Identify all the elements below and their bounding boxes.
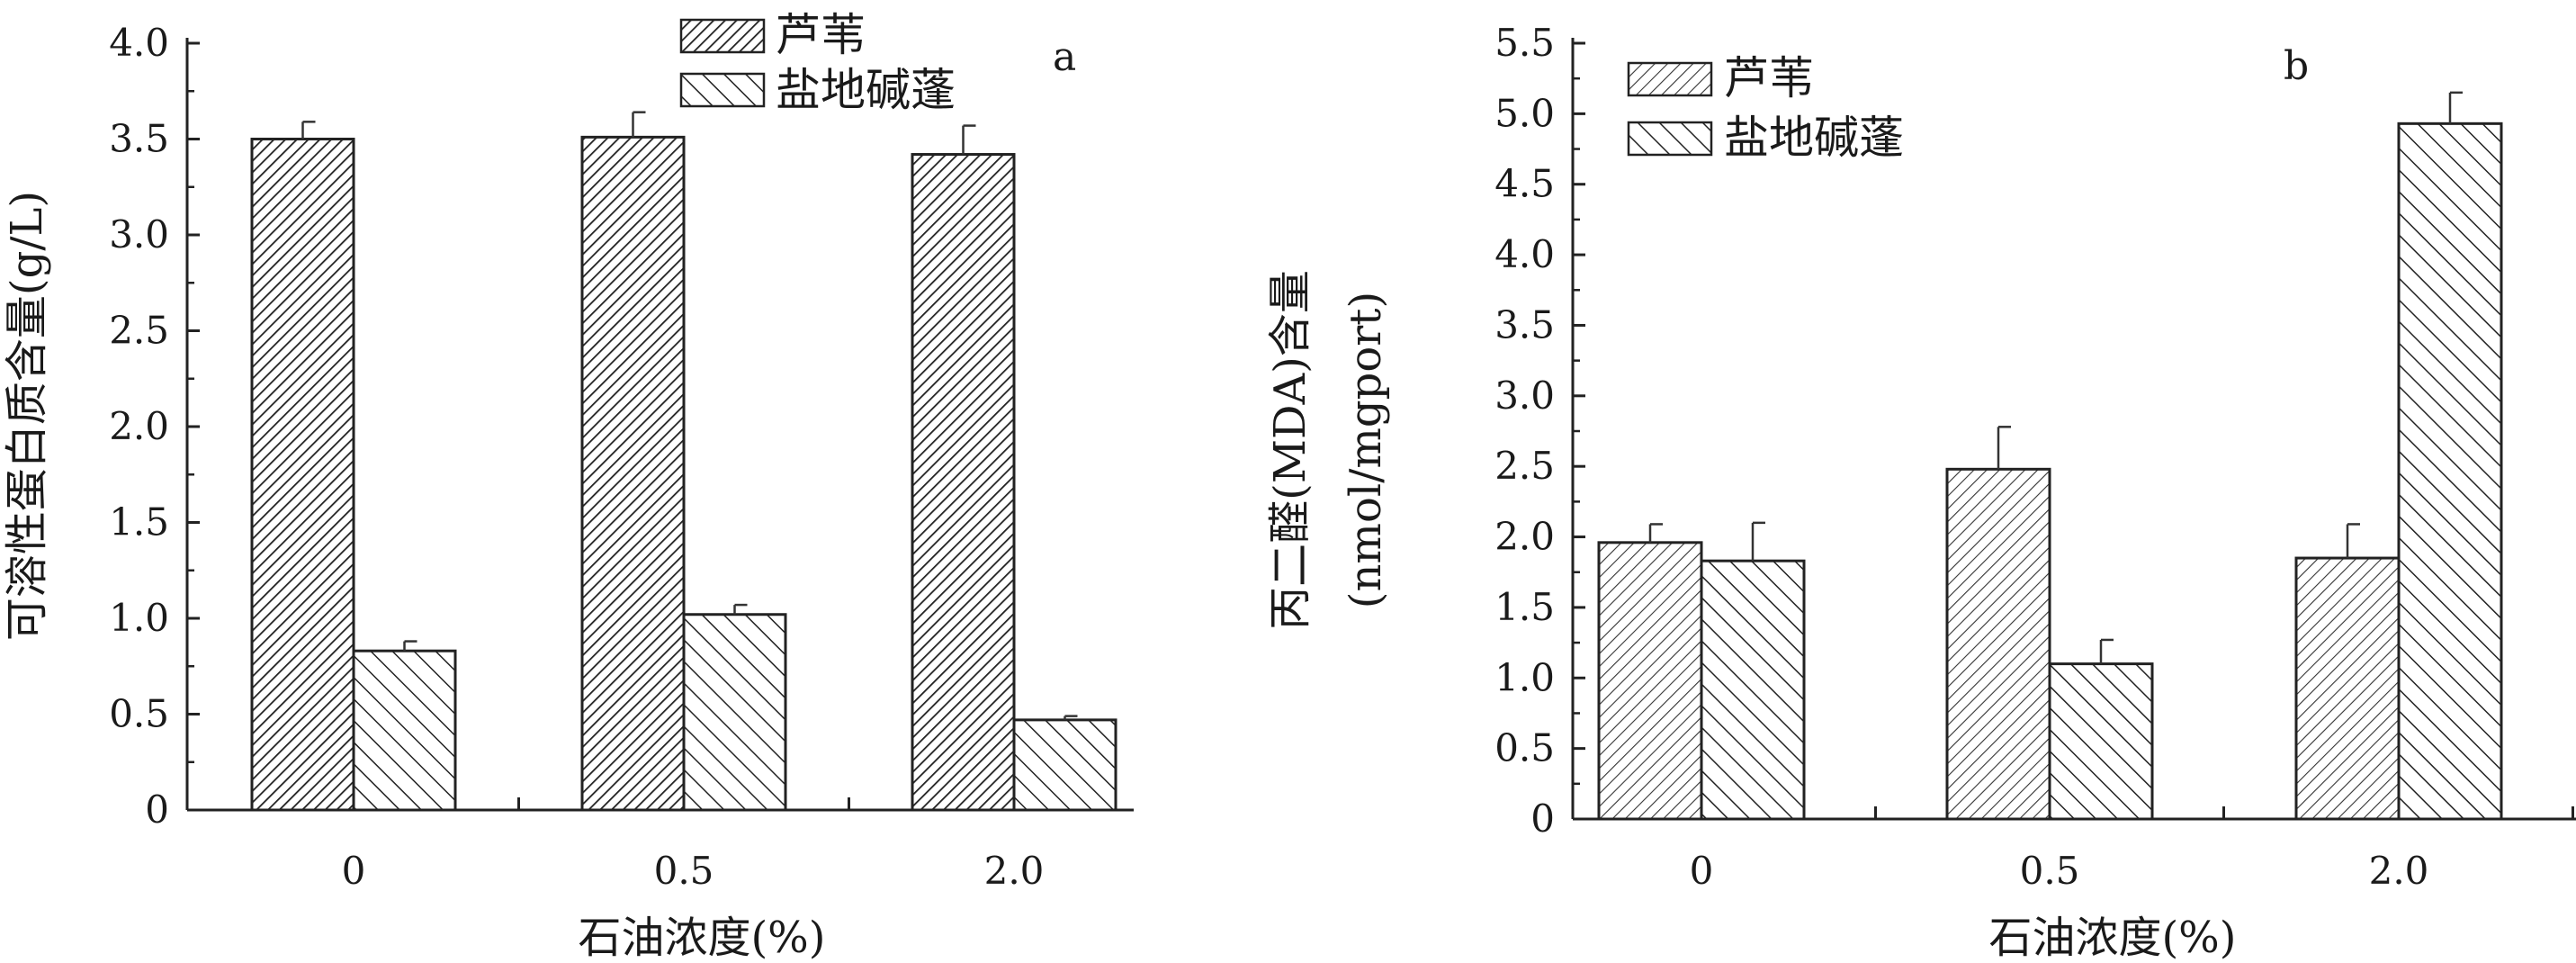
bar-reed-2 <box>2294 556 2401 821</box>
y-tick-label: 0.5 <box>1494 726 1555 770</box>
bar-suaeda-1 <box>2048 662 2154 821</box>
panel-b-x-axis-title: 石油浓度(%) <box>1988 913 2236 963</box>
panel-b-legend: 芦苇 盐地碱蓬 <box>1627 52 1904 164</box>
y-tick-label: 4.0 <box>109 21 169 65</box>
panel-b-label: b <box>2284 43 2309 89</box>
bar-reed-1 <box>580 135 686 812</box>
y-tick-label: 3.0 <box>1494 374 1555 418</box>
panel-b: 0 0.5 1.0 1.5 2.0 2.5 3.0 3.5 4.0 4.5 5.0 5.5 0 0.5 2.… <box>1265 21 2576 963</box>
panel-a-label: a <box>1053 34 1076 80</box>
panel-b-y-axis-title-line2: (nmol/mgport) <box>1341 292 1391 608</box>
bar-reed-0 <box>250 138 355 812</box>
panel-b-axes: 0 0.5 1.0 1.5 2.0 2.5 3.0 3.5 4.0 4.5 5.0 5.5 0 0.5 2.… <box>1494 21 2576 893</box>
y-tick-label: 3.0 <box>109 212 169 256</box>
legend-swatch-reed <box>1627 61 1713 97</box>
y-tick-label: 0 <box>1530 796 1555 841</box>
y-tick-label: 3.5 <box>1494 302 1555 346</box>
panel-b-bars <box>1597 91 2503 821</box>
y-tick-label: 2.0 <box>1494 515 1555 559</box>
legend-label-suaeda: 盐地碱蓬 <box>1724 112 1904 164</box>
x-tick-label: 0.5 <box>654 849 714 893</box>
y-tick-label: 2.5 <box>1494 444 1555 488</box>
bar-reed-2 <box>911 153 1016 812</box>
legend-swatch-suaeda <box>1627 121 1713 157</box>
x-tick-label: 0 <box>1690 849 1714 893</box>
bar-suaeda-2 <box>2397 122 2503 821</box>
bar-suaeda-0 <box>352 649 457 812</box>
panel-a-legend: 芦苇 盐地碱蓬 <box>679 9 956 116</box>
y-tick-label: 4.0 <box>1494 232 1555 276</box>
y-tick-label: 1.5 <box>1494 585 1555 629</box>
y-tick-label: 1.0 <box>109 596 169 640</box>
legend-swatch-reed <box>679 18 766 54</box>
bar-suaeda-2 <box>1012 718 1117 812</box>
panel-a-x-axis-title: 石油浓度(%) <box>578 913 825 963</box>
y-tick-label: 2.0 <box>109 404 169 448</box>
legend-label-suaeda: 盐地碱蓬 <box>776 64 956 116</box>
bar-reed-0 <box>1597 541 1703 821</box>
y-tick-label: 2.5 <box>109 309 169 353</box>
x-tick-label: 0 <box>342 849 366 893</box>
bar-suaeda-1 <box>682 613 787 812</box>
y-tick-label: 1.0 <box>1494 655 1555 699</box>
y-tick-label: 5.0 <box>1494 91 1555 135</box>
panel-a-y-axis-title: 可溶性蛋白质含量(g/L) <box>2 191 52 641</box>
y-tick-label: 4.5 <box>1494 162 1555 206</box>
legend-label-reed: 芦苇 <box>776 9 866 61</box>
bar-reed-1 <box>1945 467 2051 821</box>
x-tick-label: 2.0 <box>984 849 1045 893</box>
y-tick-label: 5.5 <box>1494 21 1555 65</box>
y-tick-label: 1.5 <box>109 500 169 544</box>
panel-a: 0 0.5 1.0 1.5 2.0 2.5 3.0 3.5 4.0 0 0.5 2.0 芦苇 盐地碱蓬… <box>2 9 1134 963</box>
legend-swatch-suaeda <box>679 72 766 108</box>
x-tick-label: 2.0 <box>2369 849 2429 893</box>
y-tick-label: 0.5 <box>109 692 169 736</box>
panel-a-axes: 0 0.5 1.0 1.5 2.0 2.5 3.0 3.5 4.0 0 0.5 2.0 <box>109 21 1134 893</box>
y-tick-label: 0 <box>145 788 169 832</box>
panel-a-bars <box>250 111 1117 812</box>
panel-b-y-axis-title-line1: 丙二醛(MDA)含量 <box>1265 270 1315 630</box>
y-tick-label: 3.5 <box>109 117 169 161</box>
bar-suaeda-0 <box>1700 559 1806 821</box>
legend-label-reed: 芦苇 <box>1724 52 1814 104</box>
x-tick-label: 0.5 <box>2020 849 2080 893</box>
